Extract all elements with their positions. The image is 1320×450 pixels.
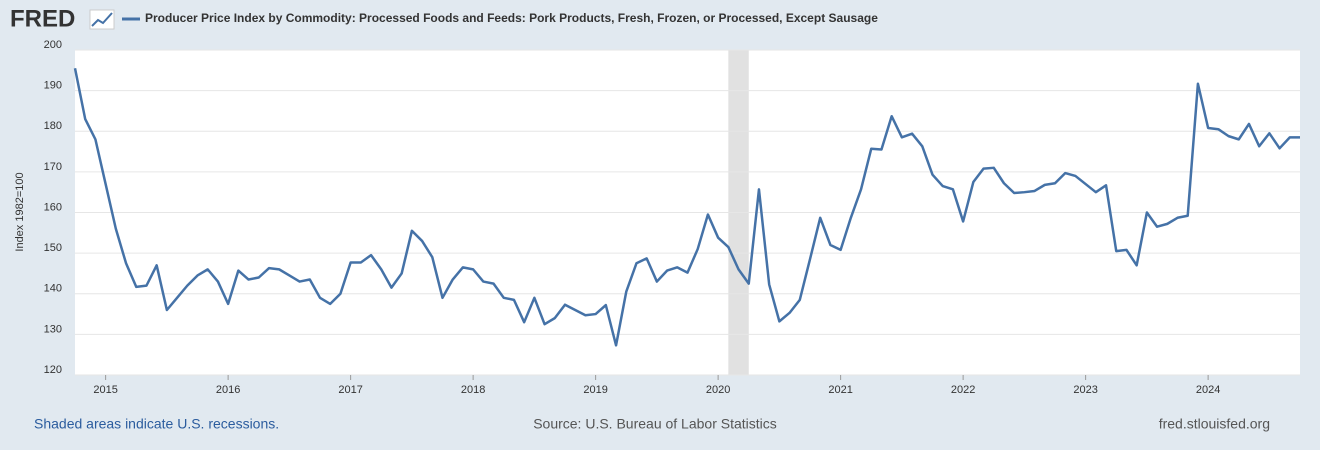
- x-tick-label: 2018: [461, 384, 485, 396]
- x-tick-label: 2021: [828, 384, 852, 396]
- logo: FRED: [10, 5, 75, 32]
- site[interactable]: fred.stlouisfed.org: [1159, 416, 1270, 432]
- y-axis-label: Index 1982=100: [14, 172, 26, 251]
- y-tick-label: 140: [44, 283, 62, 295]
- recession-note[interactable]: Shaded areas indicate U.S. recessions.: [34, 416, 279, 432]
- y-tick-label: 160: [44, 201, 62, 213]
- x-tick-label: 2020: [706, 384, 730, 396]
- legend-label: Producer Price Index by Commodity: Proce…: [145, 11, 878, 25]
- y-tick-label: 130: [44, 323, 62, 335]
- x-tick-label: 2022: [951, 384, 975, 396]
- y-tick-label: 120: [44, 364, 62, 376]
- x-tick-label: 2024: [1196, 384, 1220, 396]
- y-tick-label: 180: [44, 120, 62, 132]
- x-tick-label: 2016: [216, 384, 240, 396]
- y-tick-label: 190: [44, 80, 62, 92]
- series-line: [73, 68, 1300, 347]
- y-tick-label: 200: [44, 39, 62, 51]
- x-tick-label: 2015: [93, 384, 117, 396]
- y-tick-label: 170: [44, 161, 62, 173]
- x-tick-label: 2023: [1073, 384, 1097, 396]
- logo-icon: [89, 9, 115, 30]
- source: Source: U.S. Bureau of Labor Statistics: [533, 416, 777, 432]
- x-tick-label: 2019: [583, 384, 607, 396]
- y-tick-label: 150: [44, 242, 62, 254]
- x-tick-label: 2017: [338, 384, 362, 396]
